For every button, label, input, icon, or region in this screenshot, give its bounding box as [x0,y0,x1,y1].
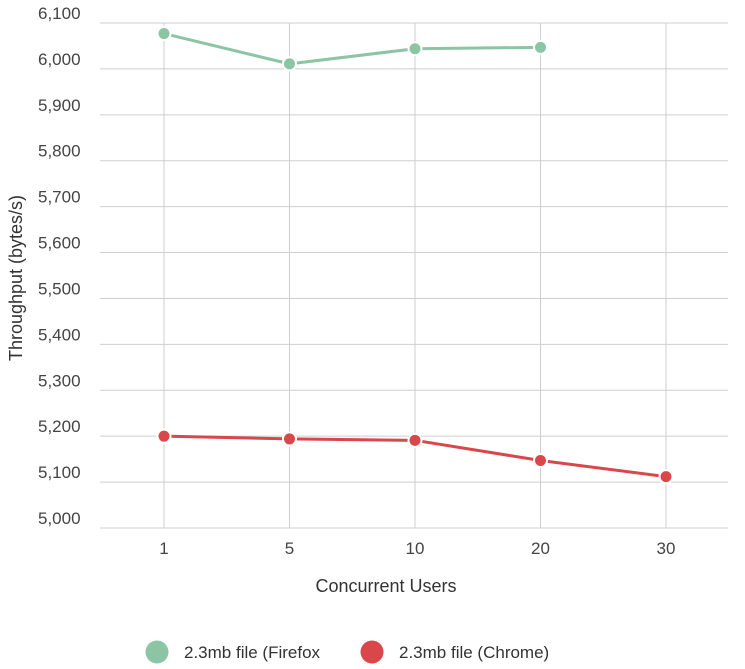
y-tick-label: 5,800 [38,142,81,161]
data-point [156,26,172,42]
x-tick-label: 10 [406,539,425,558]
data-point [658,469,674,485]
x-tick-label: 1 [159,539,168,558]
series-2 [156,428,674,485]
x-tick-label: 5 [285,539,294,558]
y-tick-label: 5,900 [38,96,81,115]
y-axis-title: Throughput (bytes/s) [6,195,26,361]
y-axis-ticks: 5,000 5,100 5,200 5,300 5,400 5,500 5,600 5,700… [38,4,81,528]
y-tick-label: 5,000 [38,509,81,528]
data-point [282,431,297,447]
legend-swatch [360,640,384,664]
series-line [163,32,541,66]
data-point [407,41,423,57]
data-point [407,432,423,448]
data-point [533,39,548,55]
y-tick-label: 5,600 [38,234,81,253]
y-tick-label: 6,000 [38,50,81,69]
series-layer [156,26,674,485]
x-axis-title: Concurrent Users [315,576,456,596]
x-axis-ticks: 1 5 10 20 30 [159,539,675,558]
legend-label: 2.3mb file (Chrome) [399,643,549,662]
x-tick-label: 30 [657,539,676,558]
y-tick-label: 5,500 [38,279,81,298]
legend-label: 2.3mb file (Firefox [184,643,321,662]
data-point [533,453,548,469]
y-tick-label: 5,200 [38,417,81,436]
legend: 2.3mb file (Firefox 2.3mb file (Chrome) [145,640,549,664]
y-tick-label: 5,300 [38,371,81,390]
y-tick-label: 5,400 [38,325,81,344]
series-1 [156,26,548,72]
x-tick-label: 20 [531,539,550,558]
y-tick-label: 6,100 [38,4,81,23]
chart-grid [100,22,728,529]
data-point [156,428,172,444]
data-point [282,56,297,72]
y-tick-label: 5,100 [38,463,81,482]
legend-swatch [145,640,169,664]
y-tick-label: 5,700 [38,188,81,207]
